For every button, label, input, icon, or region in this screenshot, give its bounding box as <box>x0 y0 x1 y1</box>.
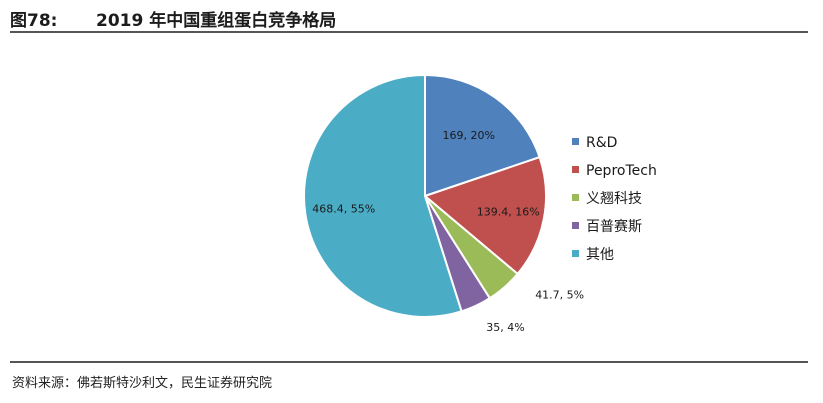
legend-entry: R&D <box>586 135 617 151</box>
legend-entry: PeproTech <box>586 163 657 179</box>
source-note: 资料来源：佛若斯特沙利文，民生证券研究院 <box>12 376 273 391</box>
pie-slice-label: 35, 4% <box>486 321 524 334</box>
bottom-divider <box>10 361 808 363</box>
pie-slice-labels: 169, 20% 139.4, 16% 41.7, 5% 35, 4% 468.4, 5… <box>312 129 584 334</box>
pie-slice <box>424 73 541 198</box>
legend-swatch <box>572 138 579 145</box>
pie-slice-label: 41.7, 5% <box>535 289 584 302</box>
figure-header: 图78: 2019 年中国重组蛋白竞争格局 <box>10 6 808 32</box>
figure-number: 图78: <box>10 11 58 31</box>
figure-title: 2019 年中国重组蛋白竞争格局 <box>96 11 337 31</box>
legend-swatch <box>572 250 579 257</box>
legend-swatch <box>572 222 579 229</box>
pie-slice <box>303 73 463 318</box>
pie-slice <box>422 155 547 276</box>
legend-entry: 义翘科技 <box>586 191 642 207</box>
legend-entry: 百普赛斯 <box>586 219 642 235</box>
pie-slice-label: 468.4, 55% <box>312 203 375 216</box>
pie-slices <box>303 73 547 318</box>
pie-chart: 169, 20% 139.4, 16% 41.7, 5% 35, 4% 468.4, 5… <box>303 73 657 334</box>
legend-swatch <box>572 166 579 173</box>
top-divider <box>10 31 808 33</box>
pie-slice-label: 169, 20% <box>442 129 494 142</box>
legend-entry: 其他 <box>586 247 614 263</box>
legend-swatch <box>572 194 579 201</box>
pie-slice-label: 139.4, 16% <box>477 206 540 219</box>
